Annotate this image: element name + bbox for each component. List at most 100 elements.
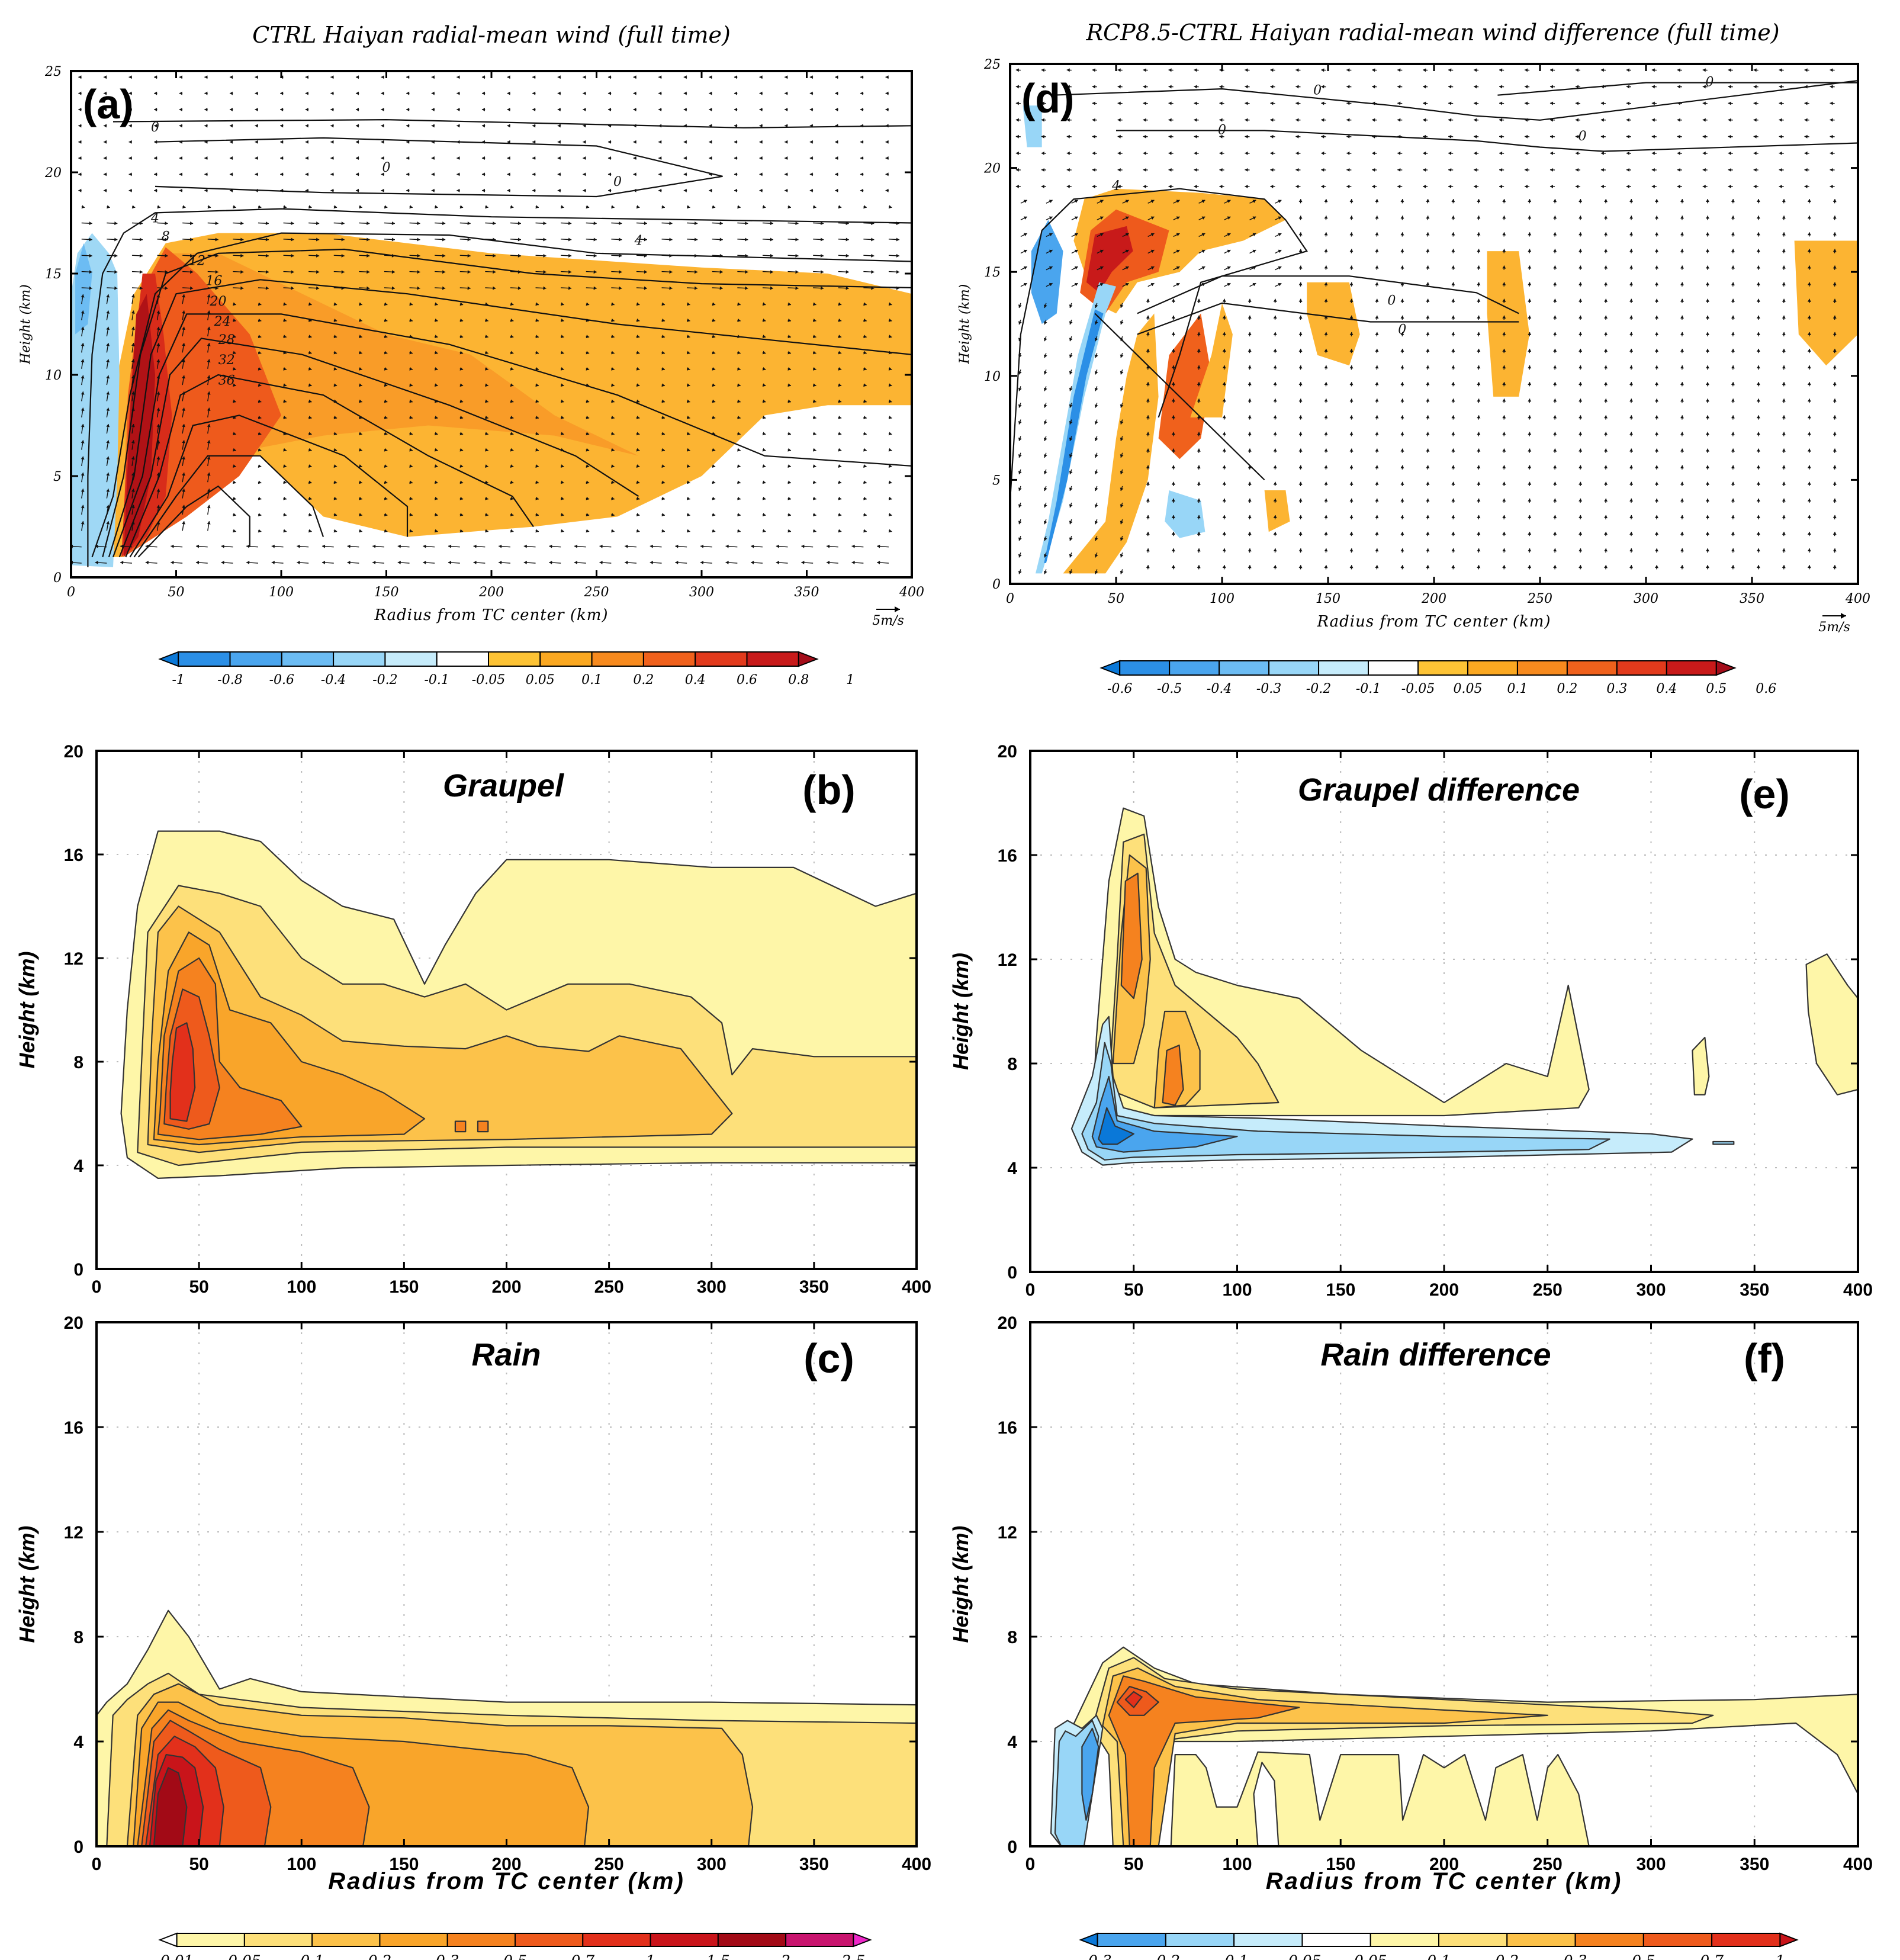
wind-vector-head [611,464,615,468]
wind-vector-head [1375,515,1379,519]
wind-vector-head [499,544,502,548]
wind-vector-head [611,480,615,484]
colorbar-swatch [1169,660,1220,676]
wind-vector-head [809,156,813,160]
wind-vector-head [1629,465,1634,468]
y-tick-label: 0 [1007,1837,1017,1857]
x-tick-label: 100 [287,1277,316,1297]
wind-vector-head [510,513,514,517]
colorbar-label: 0.3 [436,1952,459,1960]
wind-vector-head [367,253,370,258]
x-tick-label: 250 [1533,1855,1563,1874]
wind-vector-head [661,464,665,468]
wind-vector-head [1074,233,1078,237]
colorbar-swatch [1233,1933,1303,1947]
wind-vector-head [835,124,838,128]
wind-vector-head [406,124,410,128]
colorbar-label: -0.4 [1207,682,1232,696]
wind-vector-head [283,464,287,468]
wind-vector-head [686,335,690,339]
wind-vector-head [233,383,236,387]
wind-vector-head [838,318,842,322]
wind-vector-head [1375,548,1379,552]
wind-vector-head [233,318,236,322]
wind-vector-head [182,423,185,428]
colorbar-swatch [384,651,438,667]
contour-line [102,248,912,558]
wind-vector-head [103,140,107,144]
wind-vector-head [785,124,788,128]
wind-vectors [71,75,899,565]
wind-vector-head [355,188,359,192]
wind-vector-head [381,107,384,111]
wind-vector-head [1018,520,1022,525]
wind-vector-head [1349,498,1354,502]
wind-vector-head [1222,348,1226,352]
wind-vector-head [1219,185,1223,189]
wind-vector-head [409,318,413,322]
wind-vector-head [1578,216,1583,219]
wind-vector-head [1626,134,1629,139]
wind-vector-head [1375,315,1379,319]
x-tick-label: 250 [584,585,609,600]
wind-vector-head [81,440,85,444]
wind-vector-head [308,464,312,468]
wind-vector-head [1756,399,1760,402]
wind-vector-head [1651,185,1655,189]
contour-line [1094,313,1265,481]
wind-vector-head [1069,304,1073,308]
wind-vector-head [1278,249,1282,253]
wind-vector-head [1502,265,1506,269]
wind-vector-head [1349,532,1354,535]
wind-vector-head [745,286,748,290]
colorbar-swatch [1566,660,1618,676]
wind-vector-head [1549,85,1554,89]
wind-vector-head [1278,266,1282,270]
wind-vector-head [1525,134,1528,139]
wind-vector-head [1298,498,1303,502]
wind-vector-head [1782,282,1786,285]
wind-vector-head [81,359,85,362]
wind-vector-head [1146,465,1150,468]
colorbar-label: -0.1 [1220,1952,1248,1960]
colorbar-swatch [379,1933,448,1947]
wind-vector-head [1094,354,1098,358]
wind-vector-head [686,496,690,500]
wind-vector-head [156,359,160,362]
wind-vector-head [1629,232,1634,236]
wind-vector-head [165,286,168,290]
colorbar-label: 0.6 [737,673,757,687]
y-tick-label: 20 [998,1313,1017,1333]
wind-vector-head [776,544,779,548]
wind-vector-head [481,172,485,176]
wind-vector-head [1400,532,1404,535]
wind-vector-head [1782,199,1786,203]
wind-vector-head [1833,282,1837,285]
wind-vector-head [1349,199,1354,203]
wind-vector-head [1680,315,1684,319]
x-tick-label: 400 [899,585,924,600]
wind-vector-head [1731,515,1735,519]
wind-vector-head [258,367,262,371]
wind-vector-head [322,561,326,565]
wind-vector-head [221,544,224,548]
wind-vector-head [759,140,763,144]
wind-vector-head [888,351,892,355]
wind-vector-head [1295,101,1299,105]
wind-vector-head [885,124,889,128]
colorbar-swatch [1318,660,1369,676]
colorbar-label: -1 [172,673,184,687]
colorbar-swatch [281,651,335,667]
wind-vector-head [821,253,824,258]
wind-vector-head [633,140,636,144]
wind-vector-head [431,91,435,95]
colorbar-swatch [591,651,644,667]
wind-vector-head [1324,515,1328,519]
wind-vector-head [535,383,539,387]
wind-vector-head [737,318,741,322]
wind-vector-head [1426,548,1430,552]
wind-vector-head [1066,118,1070,122]
x-tick-label: 100 [287,1855,316,1874]
wind-vector-head [1680,298,1684,302]
